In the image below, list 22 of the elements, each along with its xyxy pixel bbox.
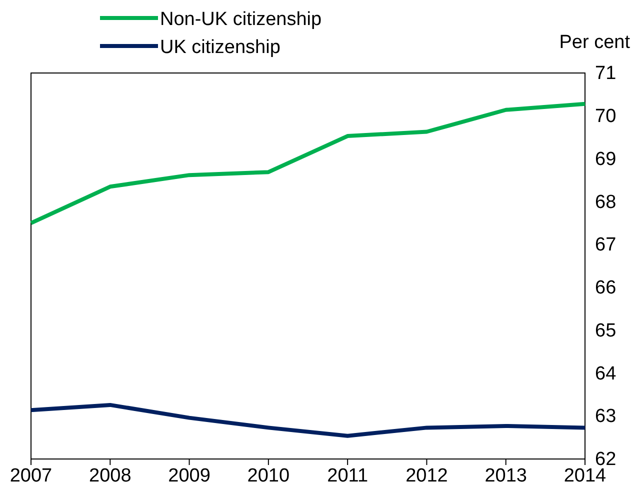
x-tick-label: 2011 — [327, 465, 368, 486]
y-tick-label: 64 — [595, 363, 617, 384]
legend-label: Non-UK citizenship — [160, 9, 322, 30]
y-tick-label: 66 — [595, 278, 616, 299]
x-tick-label: 2014 — [564, 465, 607, 486]
y-tick-label: 63 — [595, 406, 616, 428]
legend-label: UK citizenship — [160, 37, 280, 58]
y-tick-label: 67 — [595, 234, 616, 256]
y-tick-label: 65 — [595, 320, 616, 342]
y-axis-title: Per cent — [559, 32, 631, 53]
x-tick-label: 2009 — [168, 465, 210, 486]
x-tick-label: 2007 — [10, 465, 52, 486]
x-tick-label: 2008 — [89, 465, 132, 486]
y-tick-label: 68 — [595, 192, 616, 213]
x-tick-label: 2010 — [247, 465, 290, 486]
y-tick-label: 71 — [595, 63, 616, 84]
x-tick-label: 2012 — [406, 465, 448, 486]
line-series — [29, 402, 587, 438]
y-tick-label: 69 — [595, 148, 616, 170]
x-tick-label: 2013 — [484, 465, 527, 486]
line-series — [29, 102, 587, 226]
y-tick-label: 70 — [595, 106, 616, 127]
